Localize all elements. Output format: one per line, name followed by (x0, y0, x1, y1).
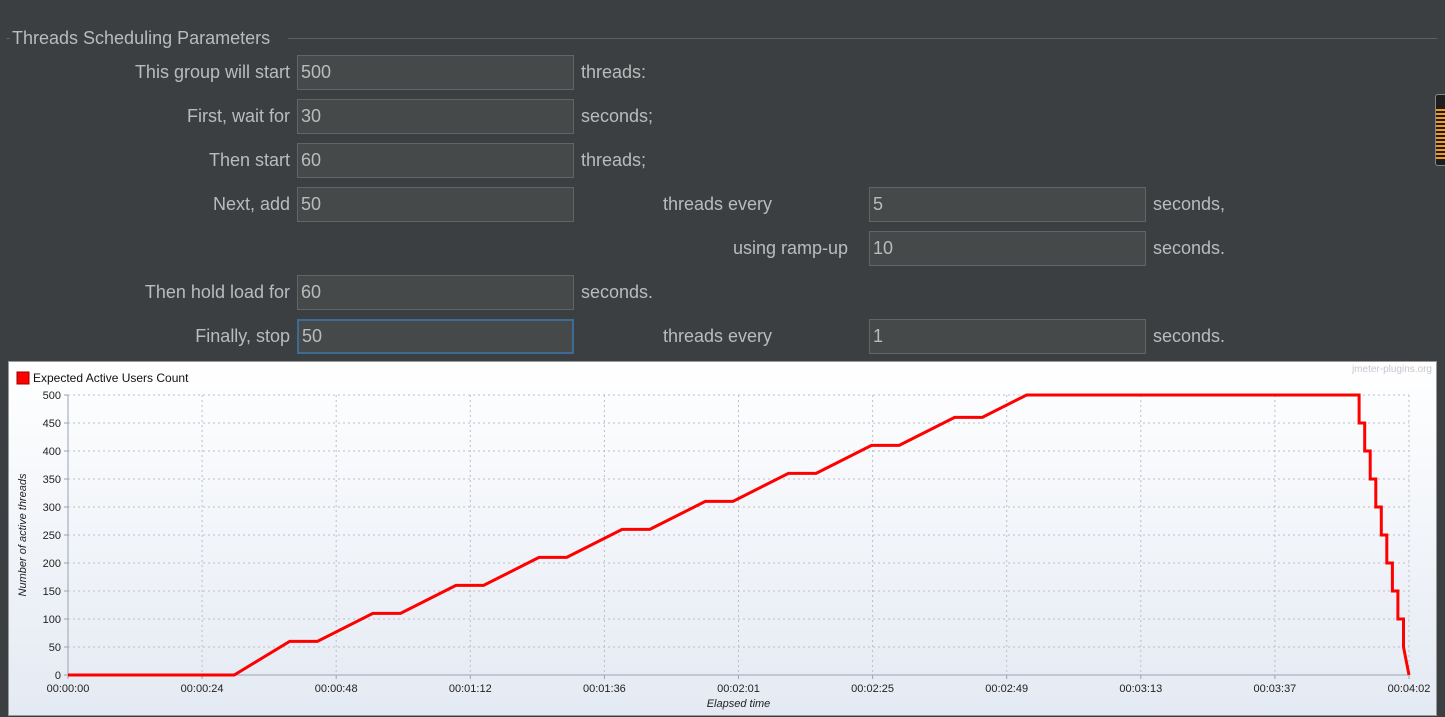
then-start-label: Then start (208, 150, 290, 170)
y-tick-label: 150 (43, 586, 61, 598)
initial-delay-input[interactable] (297, 99, 574, 134)
ramp-up-input[interactable] (869, 231, 1146, 266)
hold-load-input[interactable] (297, 275, 574, 310)
watermark: jmeter-plugins.org (1351, 364, 1432, 375)
add-suffix: seconds, (1153, 194, 1226, 214)
x-tick-label: 00:00:24 (181, 683, 224, 695)
panel-title: Threads Scheduling Parameters (12, 28, 271, 48)
x-tick-label: 00:00:00 (47, 683, 90, 695)
legend-swatch (16, 371, 30, 385)
x-tick-label: 00:02:01 (717, 683, 760, 695)
x-tick-label: 00:02:49 (985, 683, 1028, 695)
y-tick-label: 200 (43, 558, 61, 570)
stop-threads-input[interactable] (297, 319, 574, 354)
start-threads-input[interactable] (297, 55, 574, 90)
series-line (68, 393, 1411, 677)
stop-interval-input[interactable] (869, 319, 1146, 354)
then-start-suffix: threads; (581, 150, 647, 170)
wait-suffix: seconds; (581, 106, 654, 126)
y-tick-label: 0 (55, 670, 61, 682)
stop-suffix: seconds. (1153, 326, 1226, 346)
ramp-label: using ramp-up (733, 238, 849, 258)
initial-threads-input[interactable] (297, 143, 574, 178)
start-label: This group will start (134, 62, 290, 82)
x-tick-label: 00:01:36 (583, 683, 626, 695)
divider (6, 38, 10, 39)
hold-label: Then hold load for (144, 282, 290, 302)
y-tick-label: 400 (43, 446, 61, 458)
y-tick-label: 300 (43, 502, 61, 514)
stop-mid-label: threads every (663, 326, 773, 346)
chart-svg: 0 50 100 150 200 250 300 350 400 450 500 00:00:00 00… (16, 364, 1432, 710)
y-tick-label: 350 (43, 474, 61, 486)
y-tick-label: 50 (49, 642, 61, 654)
x-tick-label: 00:03:13 (1119, 683, 1162, 695)
y-tick-label: 250 (43, 530, 61, 542)
y-tick-label: 500 (43, 390, 61, 402)
start-suffix: threads: (581, 62, 647, 82)
x-tick-label: 00:00:48 (315, 683, 358, 695)
x-tick-label: 00:01:12 (449, 683, 492, 695)
ramp-suffix: seconds. (1153, 238, 1226, 258)
x-tick-label: 00:02:25 (851, 683, 894, 695)
x-tick-label: 00:03:37 (1253, 683, 1296, 695)
add-label: Next, add (212, 194, 290, 214)
x-tick-label: 00:04:02 (1388, 683, 1431, 695)
legend-label: Expected Active Users Count (33, 371, 189, 385)
y-axis-label: Number of active threads (17, 473, 29, 596)
x-axis-label: Elapsed time (707, 698, 771, 710)
thread-schedule-chart: 0 50 100 150 200 250 300 350 400 450 500 00:00:00 00… (8, 361, 1437, 716)
add-mid-label: threads every (663, 194, 773, 214)
wait-label: First, wait for (186, 106, 290, 126)
hold-suffix: seconds. (581, 282, 654, 302)
increment-threads-input[interactable] (297, 187, 574, 222)
divider (288, 38, 1437, 39)
scrollbar-thumb[interactable] (1435, 94, 1445, 166)
y-tick-label: 100 (43, 614, 61, 626)
y-tick-label: 450 (43, 418, 61, 430)
increment-interval-input[interactable] (869, 187, 1146, 222)
stop-label: Finally, stop (195, 326, 290, 346)
